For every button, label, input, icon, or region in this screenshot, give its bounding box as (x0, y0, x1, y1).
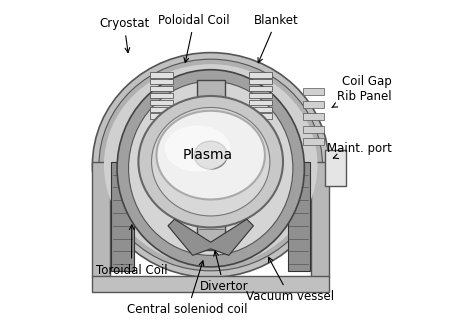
Ellipse shape (152, 108, 270, 216)
Ellipse shape (138, 96, 283, 227)
FancyBboxPatch shape (92, 162, 110, 278)
FancyBboxPatch shape (248, 114, 272, 119)
FancyBboxPatch shape (303, 113, 324, 120)
FancyBboxPatch shape (150, 86, 173, 91)
Text: Cryostat: Cryostat (99, 17, 149, 52)
FancyBboxPatch shape (288, 162, 310, 271)
Text: Toroidal Coil: Toroidal Coil (96, 225, 167, 277)
FancyBboxPatch shape (248, 93, 272, 98)
Ellipse shape (117, 70, 304, 267)
FancyBboxPatch shape (248, 100, 272, 105)
FancyBboxPatch shape (325, 150, 346, 186)
FancyBboxPatch shape (311, 162, 329, 278)
FancyBboxPatch shape (92, 277, 329, 292)
Ellipse shape (164, 126, 230, 172)
Ellipse shape (194, 141, 227, 169)
Text: Plasma: Plasma (182, 148, 232, 162)
FancyBboxPatch shape (197, 80, 225, 250)
Text: Vacuum vessel: Vacuum vessel (246, 257, 334, 303)
Ellipse shape (156, 111, 265, 200)
FancyBboxPatch shape (303, 101, 324, 108)
Ellipse shape (104, 64, 318, 266)
FancyBboxPatch shape (248, 107, 272, 112)
Ellipse shape (92, 52, 329, 278)
FancyBboxPatch shape (150, 100, 173, 105)
FancyBboxPatch shape (150, 93, 173, 98)
Text: Poloidal Coil: Poloidal Coil (158, 14, 230, 62)
Text: Maint. port: Maint. port (327, 142, 392, 159)
Polygon shape (168, 219, 254, 255)
FancyBboxPatch shape (303, 88, 324, 95)
Text: Coil Gap
Rib Panel: Coil Gap Rib Panel (332, 76, 392, 108)
Text: Blanket: Blanket (254, 14, 299, 63)
Text: Divertor: Divertor (200, 251, 248, 293)
FancyBboxPatch shape (111, 162, 134, 271)
FancyBboxPatch shape (150, 114, 173, 119)
FancyBboxPatch shape (248, 86, 272, 91)
FancyBboxPatch shape (248, 72, 272, 78)
FancyBboxPatch shape (248, 79, 272, 84)
FancyBboxPatch shape (303, 126, 324, 133)
FancyBboxPatch shape (303, 138, 324, 145)
Ellipse shape (99, 59, 322, 271)
FancyBboxPatch shape (150, 107, 173, 112)
FancyBboxPatch shape (150, 79, 173, 84)
Text: Central soleniod coil: Central soleniod coil (128, 261, 248, 316)
FancyBboxPatch shape (150, 72, 173, 78)
Ellipse shape (128, 81, 293, 255)
